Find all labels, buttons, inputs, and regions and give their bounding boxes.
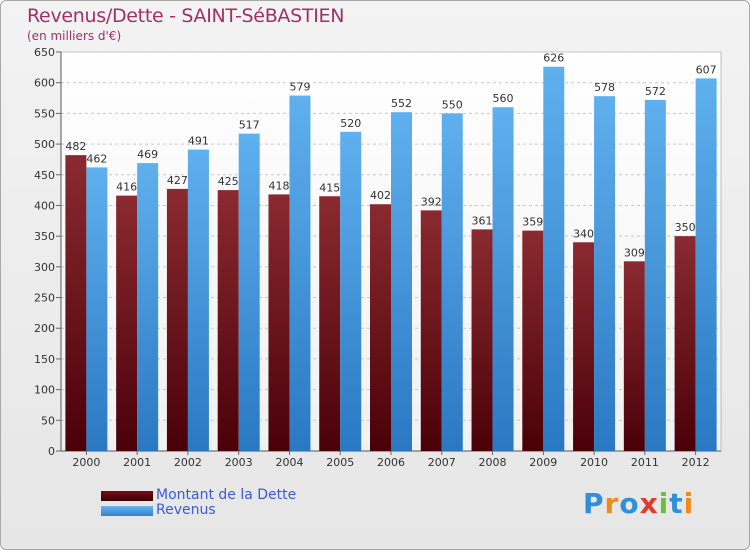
data-label-debt: 359: [522, 216, 543, 229]
data-label-revenue: 462: [86, 152, 107, 165]
y-tick-label: 250: [34, 292, 55, 305]
logo-letter: i: [683, 487, 695, 520]
x-tick-label: 2009: [529, 456, 557, 469]
bar-revenue: [594, 96, 616, 451]
x-tick-label: 2008: [479, 456, 507, 469]
x-tick-label: 2011: [631, 456, 659, 469]
bar-debt: [471, 229, 493, 451]
x-tick-label: 2005: [326, 456, 354, 469]
x-tick-label: 2012: [682, 456, 710, 469]
data-label-revenue: 579: [289, 81, 310, 94]
data-label-revenue: 552: [391, 97, 412, 110]
y-tick-label: 100: [34, 384, 55, 397]
bar-debt: [268, 194, 290, 452]
bar-debt: [623, 261, 645, 451]
bar-revenue: [644, 99, 666, 451]
data-label-debt: 340: [573, 227, 594, 240]
y-tick-label: 300: [34, 261, 55, 274]
data-label-debt: 350: [675, 221, 696, 234]
logo-letter: r: [604, 487, 620, 520]
data-label-revenue: 607: [696, 63, 717, 76]
x-tick-label: 2002: [174, 456, 202, 469]
logo-letter: o: [619, 487, 640, 520]
data-label-revenue: 560: [493, 92, 514, 105]
data-label-debt: 402: [370, 189, 391, 202]
bar-revenue: [187, 149, 209, 451]
y-tick-label: 400: [34, 199, 55, 212]
bar-revenue: [86, 167, 108, 451]
bar-debt: [319, 196, 341, 451]
y-tick-label: 0: [48, 445, 55, 458]
data-label-revenue: 578: [594, 81, 615, 94]
data-label-revenue: 550: [442, 98, 463, 111]
chart-title: Revenus/Dette - SAINT-SéBASTIEN: [27, 5, 345, 27]
chart-subtitle: (en milliers d'€): [27, 29, 122, 43]
bar-revenue: [695, 78, 717, 451]
x-tick-label: 2006: [377, 456, 405, 469]
legend-swatch-debt: [101, 491, 153, 501]
bar-revenue: [137, 163, 159, 452]
bar-debt: [217, 190, 239, 451]
bar-revenue: [543, 66, 565, 452]
x-tick-label: 2003: [225, 456, 253, 469]
x-tick-label: 2004: [275, 456, 303, 469]
logo-letter: t: [669, 487, 684, 520]
data-label-debt: 425: [218, 175, 239, 188]
data-label-debt: 392: [421, 195, 442, 208]
bar-debt: [370, 204, 391, 451]
bar-debt: [522, 230, 544, 451]
bar-debt: [65, 155, 87, 451]
x-tick-label: 2001: [123, 456, 151, 469]
bar-debt: [420, 210, 442, 451]
x-tick-label: 2007: [428, 456, 456, 469]
y-tick-label: 350: [34, 230, 55, 243]
legend-swatch-revenue: [101, 506, 153, 516]
data-label-revenue: 520: [340, 117, 361, 130]
y-tick-label: 200: [34, 322, 55, 335]
bar-debt: [674, 236, 696, 451]
bar-debt: [116, 195, 138, 451]
logo-letter: i: [658, 487, 670, 520]
bar-revenue: [492, 107, 514, 451]
legend-label-revenue: Revenus: [156, 502, 216, 518]
x-tick-label: 2010: [580, 456, 608, 469]
bar-revenue: [391, 112, 412, 451]
data-label-debt: 482: [65, 140, 86, 153]
bar-debt: [573, 242, 595, 451]
data-label-debt: 427: [167, 174, 188, 187]
bar-revenue: [289, 95, 311, 452]
bar-debt: [166, 188, 188, 451]
bar-revenue: [340, 131, 362, 452]
data-label-debt: 416: [116, 181, 137, 194]
y-tick-label: 550: [34, 107, 55, 120]
bar-revenue: [238, 133, 260, 451]
x-tick-label: 2000: [72, 456, 100, 469]
y-tick-label: 600: [34, 77, 55, 90]
y-tick-label: 500: [34, 138, 55, 151]
data-label-revenue: 626: [543, 52, 564, 65]
y-tick-label: 450: [34, 169, 55, 182]
proxiti-logo: Proxiti: [583, 487, 694, 520]
y-tick-label: 50: [41, 414, 55, 427]
data-label-debt: 361: [472, 214, 493, 227]
data-label-revenue: 572: [645, 85, 666, 98]
data-label-revenue: 517: [239, 119, 260, 132]
logo-letter: x: [639, 487, 659, 520]
legend-label-debt: Montant de la Dette: [156, 487, 297, 503]
data-label-revenue: 491: [188, 135, 209, 148]
y-tick-label: 650: [34, 46, 55, 59]
data-label-revenue: 469: [137, 148, 158, 161]
data-label-debt: 418: [268, 179, 289, 192]
bar-revenue: [441, 113, 463, 451]
logo-letter: P: [583, 487, 605, 520]
data-label-debt: 309: [624, 246, 645, 259]
y-tick-label: 150: [34, 353, 55, 366]
data-label-debt: 415: [319, 181, 340, 194]
